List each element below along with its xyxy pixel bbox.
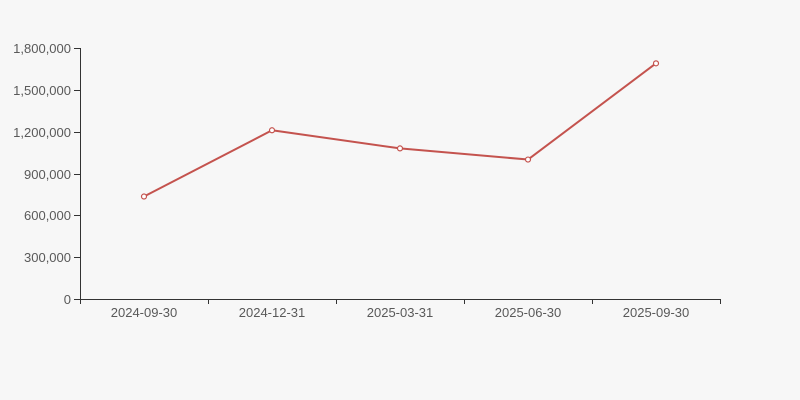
data-point-marker (396, 145, 404, 152)
y-axis-tick-label: 0 (64, 292, 71, 307)
data-point-marker (268, 127, 276, 134)
data-point-marker (140, 193, 148, 200)
y-axis-tick-label: 1,200,000 (13, 125, 71, 140)
x-axis-tick-label: 2024-09-30 (111, 305, 178, 320)
series-line (143, 62, 657, 198)
y-axis-tick-label: 1,800,000 (13, 41, 71, 56)
y-axis-tick-label: 900,000 (24, 167, 71, 182)
x-axis-tick-label: 2025-09-30 (623, 305, 690, 320)
data-point-marker (524, 156, 532, 163)
data-point-marker (652, 60, 660, 67)
y-axis-tick-label: 1,500,000 (13, 83, 71, 98)
y-axis-tick-label: 300,000 (24, 250, 71, 265)
x-axis-tick-label: 2024-12-31 (239, 305, 306, 320)
x-axis-tick-label: 2025-03-31 (367, 305, 434, 320)
y-axis-tick-label: 600,000 (24, 208, 71, 223)
x-axis-tick-label: 2025-06-30 (495, 305, 562, 320)
